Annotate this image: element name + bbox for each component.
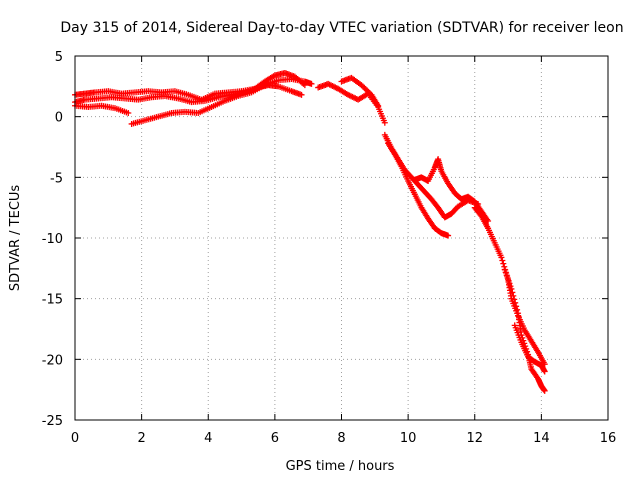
data-point	[500, 260, 507, 267]
x-tick-label: 16	[600, 431, 617, 446]
data-point	[508, 285, 515, 292]
y-axis-label: SDTVAR / TECUs	[8, 185, 23, 292]
x-tick-label: 10	[400, 431, 417, 446]
data-point	[298, 91, 305, 98]
x-axis-label: GPS time / hours	[286, 459, 395, 474]
data-point	[499, 257, 506, 264]
data-point	[507, 283, 514, 290]
data-point	[541, 387, 548, 394]
data-point	[512, 299, 519, 306]
y-tick-label: -20	[42, 353, 63, 368]
data-point	[513, 303, 520, 310]
x-tick-label: 4	[204, 431, 212, 446]
data-point	[498, 254, 505, 261]
data-point	[308, 80, 315, 87]
data-point	[445, 232, 452, 239]
data-point	[502, 269, 509, 276]
y-tick-label: 5	[55, 50, 63, 65]
series-arc-4	[128, 76, 315, 127]
data-point	[503, 272, 510, 279]
series-arc-6	[338, 74, 382, 109]
y-tick-label: 0	[55, 111, 63, 126]
data-point	[511, 296, 518, 303]
y-tick-label: -15	[42, 293, 63, 308]
y-tick-label: -10	[42, 232, 63, 247]
data-point	[509, 289, 516, 296]
series-arc-12	[511, 322, 548, 375]
x-tick-label: 12	[466, 431, 483, 446]
axis-ticks	[74, 55, 609, 421]
data-point	[541, 368, 548, 375]
y-tick-label: -25	[42, 414, 63, 429]
chart-title: Day 315 of 2014, Sidereal Day-to-day VTE…	[60, 20, 623, 36]
tick-labels: 0 2 4 6 8 10 12 14 16 5 0 -5 -10 -15 -20 -25	[42, 50, 617, 446]
data-point	[514, 306, 521, 313]
x-tick-label: 14	[533, 431, 550, 446]
data-point	[501, 266, 508, 273]
x-tick-label: 6	[271, 431, 279, 446]
data-point	[375, 102, 382, 109]
x-tick-label: 8	[337, 431, 345, 446]
y-tick-label: -5	[50, 171, 63, 186]
data-point	[125, 110, 132, 117]
data-point	[381, 119, 388, 126]
data-point	[505, 277, 512, 284]
x-tick-label: 2	[137, 431, 145, 446]
data-point	[506, 280, 513, 287]
x-tick-label: 0	[71, 431, 79, 446]
series-arc-3	[72, 102, 132, 117]
data-point	[510, 292, 517, 299]
series-arc-8	[385, 140, 452, 239]
data-points	[72, 69, 548, 394]
data-point	[504, 274, 511, 281]
